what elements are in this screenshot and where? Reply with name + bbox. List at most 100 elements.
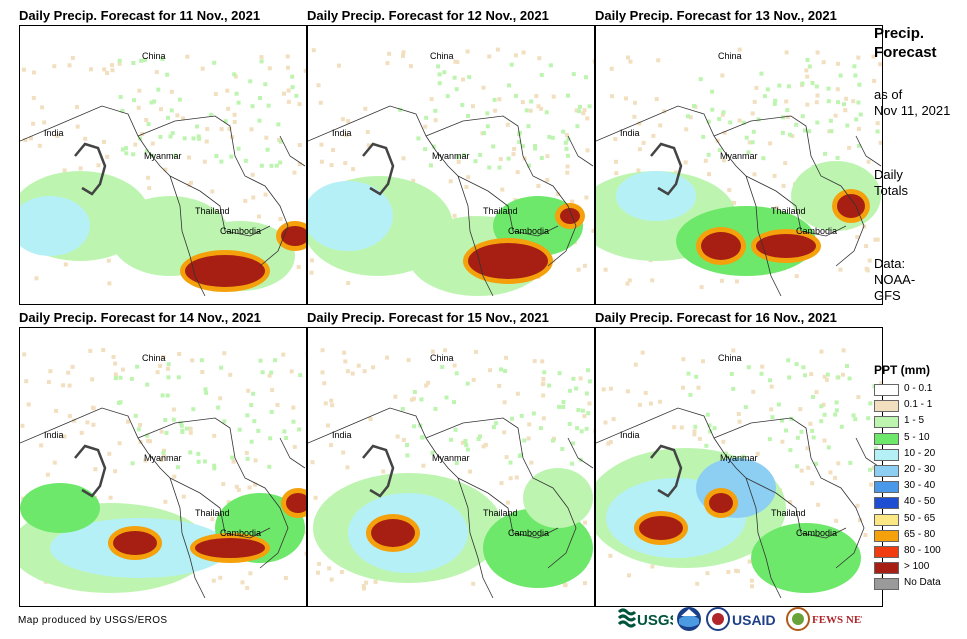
legend-item: 65 - 80 [874, 528, 966, 544]
light-precip-cell [542, 370, 547, 375]
light-precip-cell [411, 178, 416, 183]
light-precip-cell [244, 450, 249, 455]
light-precip-cell [851, 413, 856, 418]
light-precip-cell [835, 87, 840, 92]
light-precip-cell [420, 435, 425, 440]
light-precip-cell [102, 67, 107, 72]
light-precip-cell [346, 119, 351, 124]
light-precip-cell [147, 186, 152, 191]
light-precip-cell [800, 81, 805, 86]
light-precip-cell [770, 415, 775, 420]
light-precip-cell [212, 433, 217, 438]
light-precip-cell [873, 446, 878, 451]
light-precip-cell [852, 64, 857, 69]
light-precip-cell [803, 373, 807, 378]
light-precip-cell [452, 400, 456, 405]
light-precip-cell [688, 392, 693, 397]
light-precip-cell [265, 147, 270, 152]
legend-item: 5 - 10 [874, 431, 966, 447]
light-precip-cell [204, 390, 209, 395]
light-precip-cell [200, 370, 205, 374]
light-precip-cell [430, 450, 435, 455]
light-precip-cell [363, 106, 368, 111]
light-precip-cell [827, 129, 832, 134]
light-precip-cell [752, 99, 757, 104]
light-precip-cell [628, 59, 633, 64]
light-precip-cell [248, 79, 253, 84]
light-precip-cell [323, 401, 328, 406]
light-precip-cell [463, 439, 468, 443]
light-precip-cell [732, 200, 736, 205]
light-precip-cell [351, 167, 356, 172]
light-precip-cell [807, 129, 812, 134]
light-precip-cell [258, 358, 263, 363]
light-precip-cell [497, 383, 502, 388]
light-precip-cell [184, 426, 189, 431]
light-precip-cell [513, 53, 518, 58]
light-precip-cell [91, 406, 96, 411]
map-label-cambodia: Cambodia [220, 226, 262, 236]
light-precip-cell [106, 258, 111, 263]
heavy-precip-core [709, 493, 733, 513]
light-precip-cell [191, 407, 196, 412]
light-precip-cell [495, 47, 500, 52]
light-precip-cell [810, 428, 815, 433]
light-precip-cell [187, 182, 192, 187]
light-precip-cell [829, 129, 834, 134]
light-precip-cell [540, 359, 545, 364]
light-precip-cell [411, 396, 416, 401]
light-precip-cell [491, 425, 496, 430]
panel-title: Daily Precip. Forecast for 12 Nov., 2021 [307, 8, 549, 23]
legend-item: No Data [874, 576, 966, 592]
light-precip-cell [694, 374, 699, 379]
light-precip-cell [741, 454, 746, 459]
light-precip-cell [866, 159, 871, 164]
light-precip-cell [145, 433, 150, 438]
legend-item: > 100 [874, 560, 966, 576]
light-precip-cell [251, 195, 256, 200]
legend-item: 40 - 50 [874, 495, 966, 511]
light-precip-cell [462, 153, 467, 158]
light-precip-cell [810, 81, 815, 85]
light-precip-cell [586, 368, 590, 373]
light-precip-cell [806, 465, 811, 470]
light-precip-cell [108, 495, 113, 500]
light-precip-cell [166, 362, 171, 367]
map-label-myanmar: Myanmar [144, 453, 182, 463]
light-precip-cell [362, 369, 367, 374]
light-precip-cell [408, 64, 413, 69]
light-precip-cell [508, 476, 513, 481]
light-precip-cell [863, 533, 868, 537]
light-precip-cell [593, 429, 594, 434]
light-precip-cell [809, 372, 814, 377]
light-precip-cell [533, 146, 538, 151]
country-borders [308, 105, 594, 297]
light-precip-cell [110, 63, 114, 68]
as-of-date: as of Nov 11, 2021 [874, 87, 964, 119]
light-precip-cell [188, 450, 193, 455]
light-precip-cell [163, 499, 168, 504]
precip-map: China India Myanmar Thailand Cambodia [595, 25, 883, 305]
light-precip-cell [502, 430, 507, 435]
light-precip-cell [856, 100, 861, 105]
light-precip-cell [243, 158, 248, 163]
light-precip-cell [519, 413, 524, 418]
totals-line1: Daily [874, 167, 903, 182]
light-precip-cell [105, 154, 110, 159]
light-precip-cell [78, 166, 83, 171]
light-precip-cell [777, 83, 782, 88]
light-precip-cell [67, 414, 72, 419]
light-precip-cell [576, 408, 581, 412]
light-precip-cell [465, 381, 470, 386]
coastline [362, 142, 395, 196]
map-title: Precip. Forecast [874, 24, 964, 62]
light-precip-cell [83, 136, 88, 141]
country-borders [20, 105, 306, 297]
legend-item: 0 - 0.1 [874, 382, 966, 398]
light-precip-cell [137, 88, 142, 93]
light-precip-cell [746, 150, 751, 155]
light-precip-cell [253, 482, 258, 487]
light-precip-cell [471, 581, 476, 586]
country-borders [20, 407, 306, 599]
light-precip-cell [212, 466, 217, 471]
